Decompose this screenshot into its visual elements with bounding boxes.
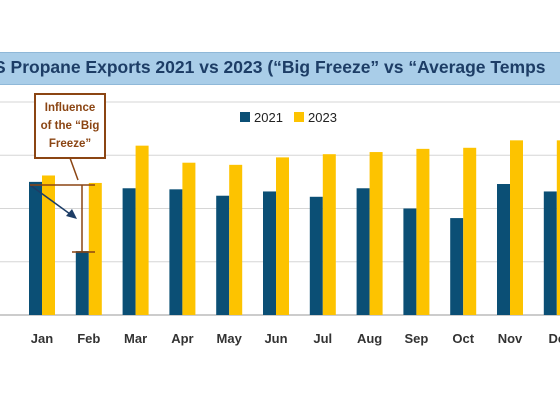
arrow-shaft	[29, 184, 71, 215]
x-tick-label: Feb	[77, 331, 100, 346]
annotation-callout: Influence of the “Big Freeze”	[29, 93, 106, 253]
bar-2021-De	[543, 191, 557, 315]
bar-2021-Mar	[122, 188, 136, 315]
bar-2023-Nov	[510, 140, 523, 315]
bar-2023-Mar	[135, 145, 149, 315]
x-tick-label: Apr	[171, 331, 193, 346]
bar-2021-Feb	[75, 251, 89, 315]
x-tick-label: Jun	[264, 331, 287, 346]
annotation-box	[34, 93, 106, 159]
bar-2023-Aug	[369, 152, 383, 315]
x-tick-label: Sep	[404, 331, 428, 346]
legend-label-2021: 2021	[254, 110, 283, 125]
bar-2021-Aug	[356, 188, 370, 315]
x-tick-label: De	[548, 331, 560, 346]
annotation-line-2: of the “Big	[41, 120, 100, 132]
bar-2023-Apr	[182, 162, 196, 315]
bar-2023-Jul	[322, 154, 336, 315]
chart-title: S Propane Exports 2021 vs 2023 (“Big Fre…	[0, 57, 546, 77]
bar-2021-Sep	[403, 208, 417, 315]
x-tick-label: Mar	[124, 331, 147, 346]
bar-2021-Oct	[450, 218, 464, 315]
chart-title-band: S Propane Exports 2021 vs 2023 (“Big Fre…	[0, 52, 560, 85]
annotation-pointer	[69, 157, 79, 181]
bar-2023-Jan	[42, 175, 55, 315]
bar-2021-Jan	[29, 181, 42, 315]
x-tick-label: Nov	[498, 331, 523, 346]
legend: 2021 2023	[240, 110, 337, 125]
bar-2021-Nov	[497, 184, 510, 315]
bar-2023-Jun	[276, 157, 289, 315]
x-tick-label: Jul	[313, 331, 332, 346]
bar-2023-May	[229, 164, 243, 315]
annotation-line-1: Influence	[45, 102, 95, 114]
bar-2021-Jun	[263, 191, 276, 315]
x-axis-labels: Jan Feb Mar Apr May Jun Jul Aug Sep Oct Nov De	[31, 331, 560, 346]
legend-swatch-2021	[240, 112, 250, 122]
bar-chart: Jan Feb Mar Apr May Jun Jul Aug Sep Oct Nov De 2021…	[0, 93, 560, 346]
legend-label-2023: 2023	[308, 110, 337, 125]
legend-swatch-2023	[294, 112, 304, 122]
bar-2023-Oct	[463, 147, 477, 315]
x-tick-label: Aug	[357, 331, 382, 346]
bar-2023-Feb	[88, 182, 102, 315]
annotation-line-3: Freeze”	[49, 138, 91, 150]
bar-2021-May	[216, 195, 230, 315]
bar-2021-Jul	[309, 196, 323, 315]
bar-2023-De	[556, 140, 560, 315]
arrow-head	[66, 209, 77, 219]
x-tick-label: Oct	[452, 331, 474, 346]
x-tick-label: Jan	[31, 331, 53, 346]
bars	[29, 140, 560, 315]
x-tick-label: May	[217, 331, 243, 346]
bar-2021-Apr	[169, 189, 183, 315]
bar-2023-Sep	[416, 148, 430, 315]
